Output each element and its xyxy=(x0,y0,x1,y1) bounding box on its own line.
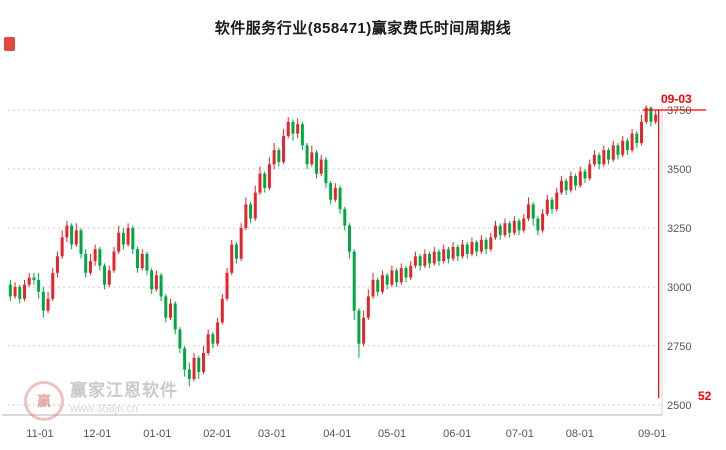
svg-text:02-01: 02-01 xyxy=(203,428,231,440)
watermark-logo-icon: 赢 xyxy=(24,381,64,421)
cycle-date-label: 09-03 xyxy=(661,92,692,106)
svg-text:03-01: 03-01 xyxy=(258,428,286,440)
svg-text:3750: 3750 xyxy=(667,105,691,117)
svg-text:06-01: 06-01 xyxy=(443,428,471,440)
svg-text:2500: 2500 xyxy=(667,400,691,412)
svg-text:3000: 3000 xyxy=(667,282,691,294)
svg-text:05-01: 05-01 xyxy=(378,428,406,440)
svg-text:09-01: 09-01 xyxy=(638,428,666,440)
svg-text:01-01: 01-01 xyxy=(143,428,171,440)
svg-text:3250: 3250 xyxy=(667,223,691,235)
svg-text:2750: 2750 xyxy=(667,341,691,353)
svg-text:07-01: 07-01 xyxy=(506,428,534,440)
corner-logo-mark xyxy=(4,37,15,51)
svg-text:08-01: 08-01 xyxy=(566,428,594,440)
svg-text:12-01: 12-01 xyxy=(83,428,111,440)
watermark-name: 赢家江恩软件 xyxy=(70,381,178,400)
cycle-count-label: 52 xyxy=(698,389,712,403)
watermark: 赢 赢家江恩软件 www.368jn.cn xyxy=(24,381,178,421)
svg-text:11-01: 11-01 xyxy=(26,428,53,440)
svg-text:04-01: 04-01 xyxy=(323,428,351,440)
svg-text:3500: 3500 xyxy=(667,164,691,176)
page-title: 软件服务行业(858471)赢家费氏时间周期线 xyxy=(214,20,512,37)
watermark-url: www.368jn.cn xyxy=(70,403,138,415)
